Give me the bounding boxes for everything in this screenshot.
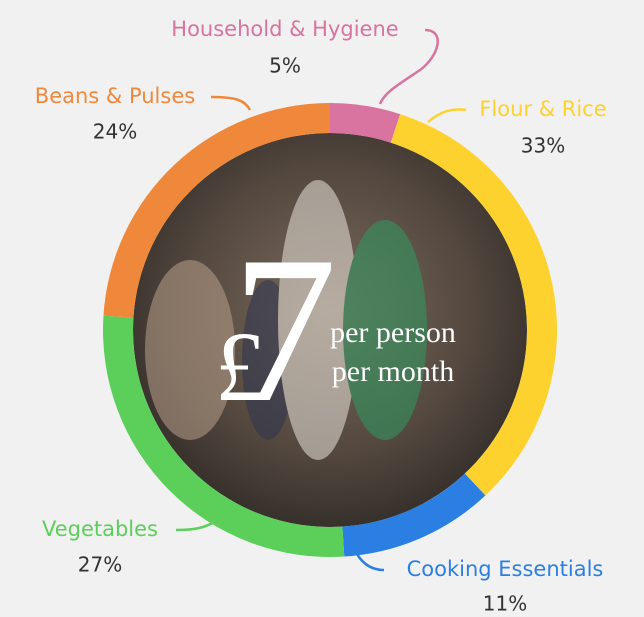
infographic: £ 7 per person per month Household & Hyg… <box>0 0 644 617</box>
category-label: Beans & Pulses <box>35 84 195 108</box>
center-amount: 7 <box>232 214 337 446</box>
value-label: 27% <box>78 553 122 577</box>
value-label: 5% <box>269 54 301 78</box>
value-label: 24% <box>93 120 137 144</box>
category-label: Household & Hygiene <box>171 17 398 41</box>
category-label: Flour & Rice <box>479 97 606 121</box>
category-label: Vegetables <box>42 517 158 541</box>
center-caption: per month <box>332 355 454 388</box>
connector <box>211 97 250 110</box>
category-label: Cooking Essentials <box>407 557 604 581</box>
connector <box>380 30 438 104</box>
center-caption: per person <box>330 316 456 349</box>
value-label: 33% <box>521 134 565 158</box>
connector <box>428 110 466 123</box>
value-label: 11% <box>483 592 527 616</box>
